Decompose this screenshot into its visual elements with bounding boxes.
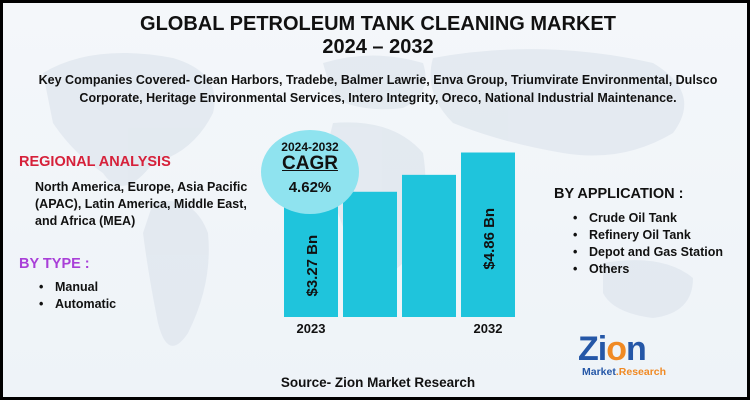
regional-analysis-text: North America, Europe, Asia Pacific (APA…: [35, 180, 248, 228]
title-line-1: GLOBAL PETROLEUM TANK CLEANING MARKET: [140, 13, 616, 35]
cagr-years: 2024-2032: [281, 140, 339, 154]
bar-4: [461, 152, 515, 317]
title-line-2: 2024 – 2032: [322, 36, 434, 58]
application-item-depot-gas: Depot and Gas Station: [569, 244, 739, 261]
application-item-others: Others: [569, 261, 739, 278]
bar-value-label-1: $3.27 Bn: [304, 235, 321, 297]
application-item-crude-oil: Crude Oil Tank: [569, 210, 739, 227]
x-tick-label-1: 2023: [297, 321, 326, 336]
cagr-value: 4.62%: [288, 179, 332, 196]
by-application-list: Crude Oil Tank Refinery Oil Tank Depot a…: [569, 210, 739, 278]
application-item-refinery-oil: Refinery Oil Tank: [569, 227, 739, 244]
bar-2: [343, 191, 397, 317]
x-tick-label-4: 2032: [474, 321, 503, 336]
bar-3: [402, 174, 456, 317]
source-text: Source- Zion Market Research: [280, 375, 476, 390]
by-application-heading: BY APPLICATION :: [554, 186, 684, 202]
page-title: GLOBAL PETROLEUM TANK CLEANING MARKET 20…: [3, 13, 747, 59]
market-size-bar-chart: $3.27 Bn 2023 $4.86 Bn 2032: [284, 152, 515, 336]
logo-subtitle: Market.Research: [582, 366, 667, 378]
bar-value-label-4: $4.86 Bn: [481, 208, 498, 270]
bar-1: [284, 206, 338, 317]
by-type-heading: BY TYPE :: [19, 256, 90, 272]
by-type-list: Manual Automatic: [35, 279, 116, 313]
type-item-manual: Manual: [35, 279, 116, 296]
key-companies-text: Key Companies Covered- Clean Harbors, Tr…: [38, 73, 718, 105]
cagr-bubble: 2024-2032 CAGR 4.62%: [261, 130, 359, 214]
logo-wordmark: Zion: [578, 330, 647, 368]
regional-analysis-heading: REGIONAL ANALYSIS: [19, 154, 171, 170]
zion-logo: Zion Market.Research: [576, 330, 688, 386]
type-item-automatic: Automatic: [35, 296, 116, 313]
cagr-label: CAGR: [282, 153, 338, 174]
